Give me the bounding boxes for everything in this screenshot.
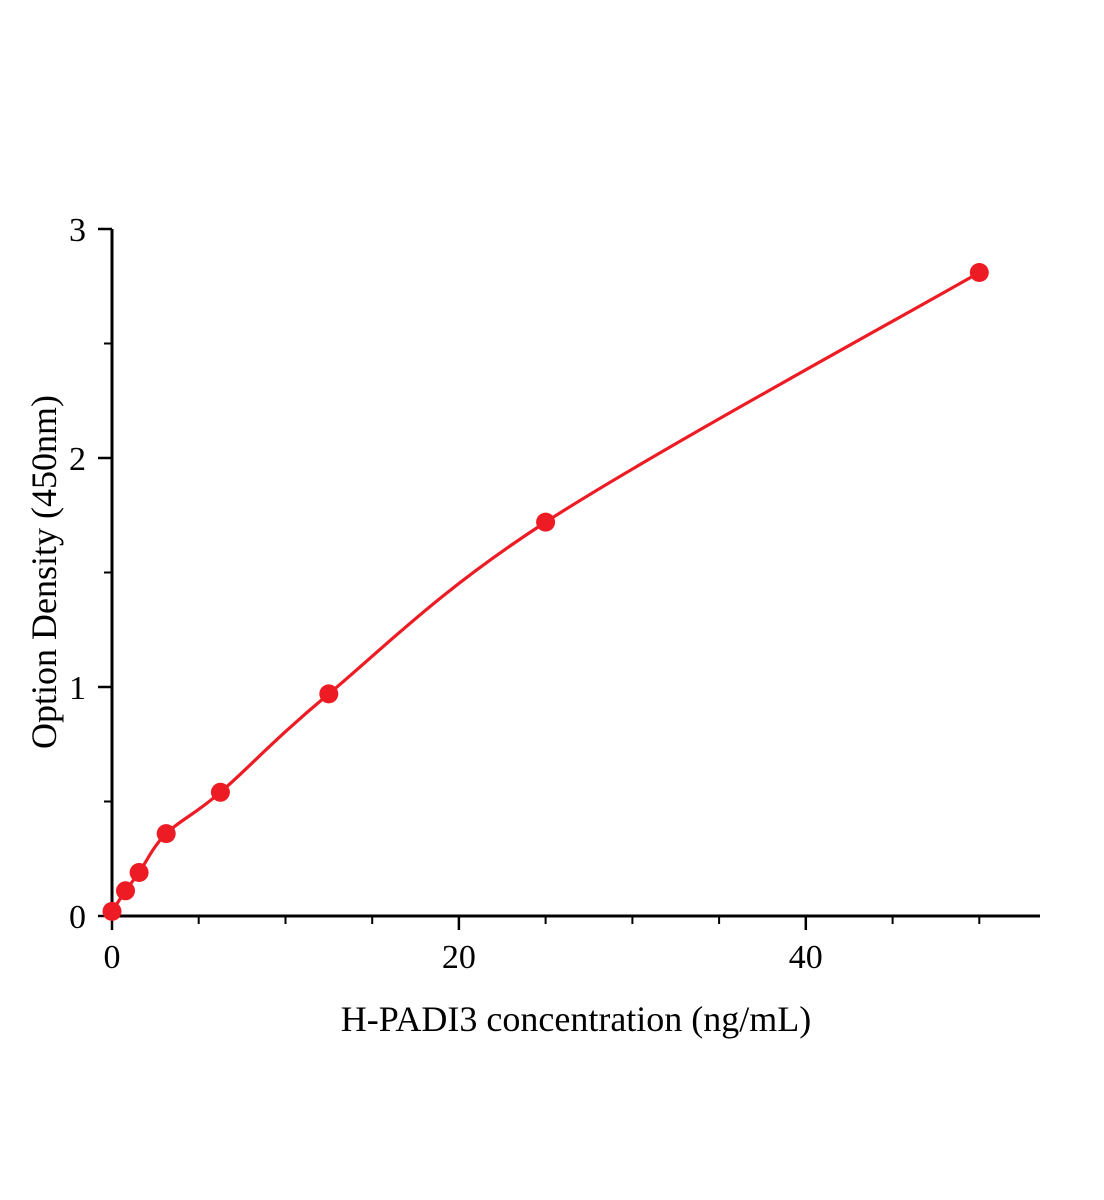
data-point-marker bbox=[319, 684, 339, 704]
data-point-marker bbox=[969, 263, 989, 282]
y-tick-label: 1 bbox=[69, 670, 86, 707]
x-axis-title: H-PADI3 concentration (ng/mL) bbox=[340, 999, 812, 1039]
data-point-marker bbox=[102, 901, 122, 921]
y-tick-label: 3 bbox=[69, 212, 86, 249]
y-axis-title: Option Density (450nm) bbox=[24, 395, 64, 749]
data-point-marker bbox=[536, 512, 556, 532]
x-tick-label: 0 bbox=[104, 939, 121, 976]
data-point-marker bbox=[210, 782, 230, 802]
x-tick-label: 40 bbox=[789, 939, 823, 976]
y-tick-label: 0 bbox=[69, 899, 86, 936]
data-point-marker bbox=[116, 881, 135, 901]
fit-curve bbox=[110, 270, 981, 913]
data-point-marker bbox=[129, 863, 149, 882]
y-tick-label: 2 bbox=[69, 441, 86, 478]
x-tick-label: 20 bbox=[442, 939, 476, 976]
data-point-marker bbox=[156, 824, 176, 844]
